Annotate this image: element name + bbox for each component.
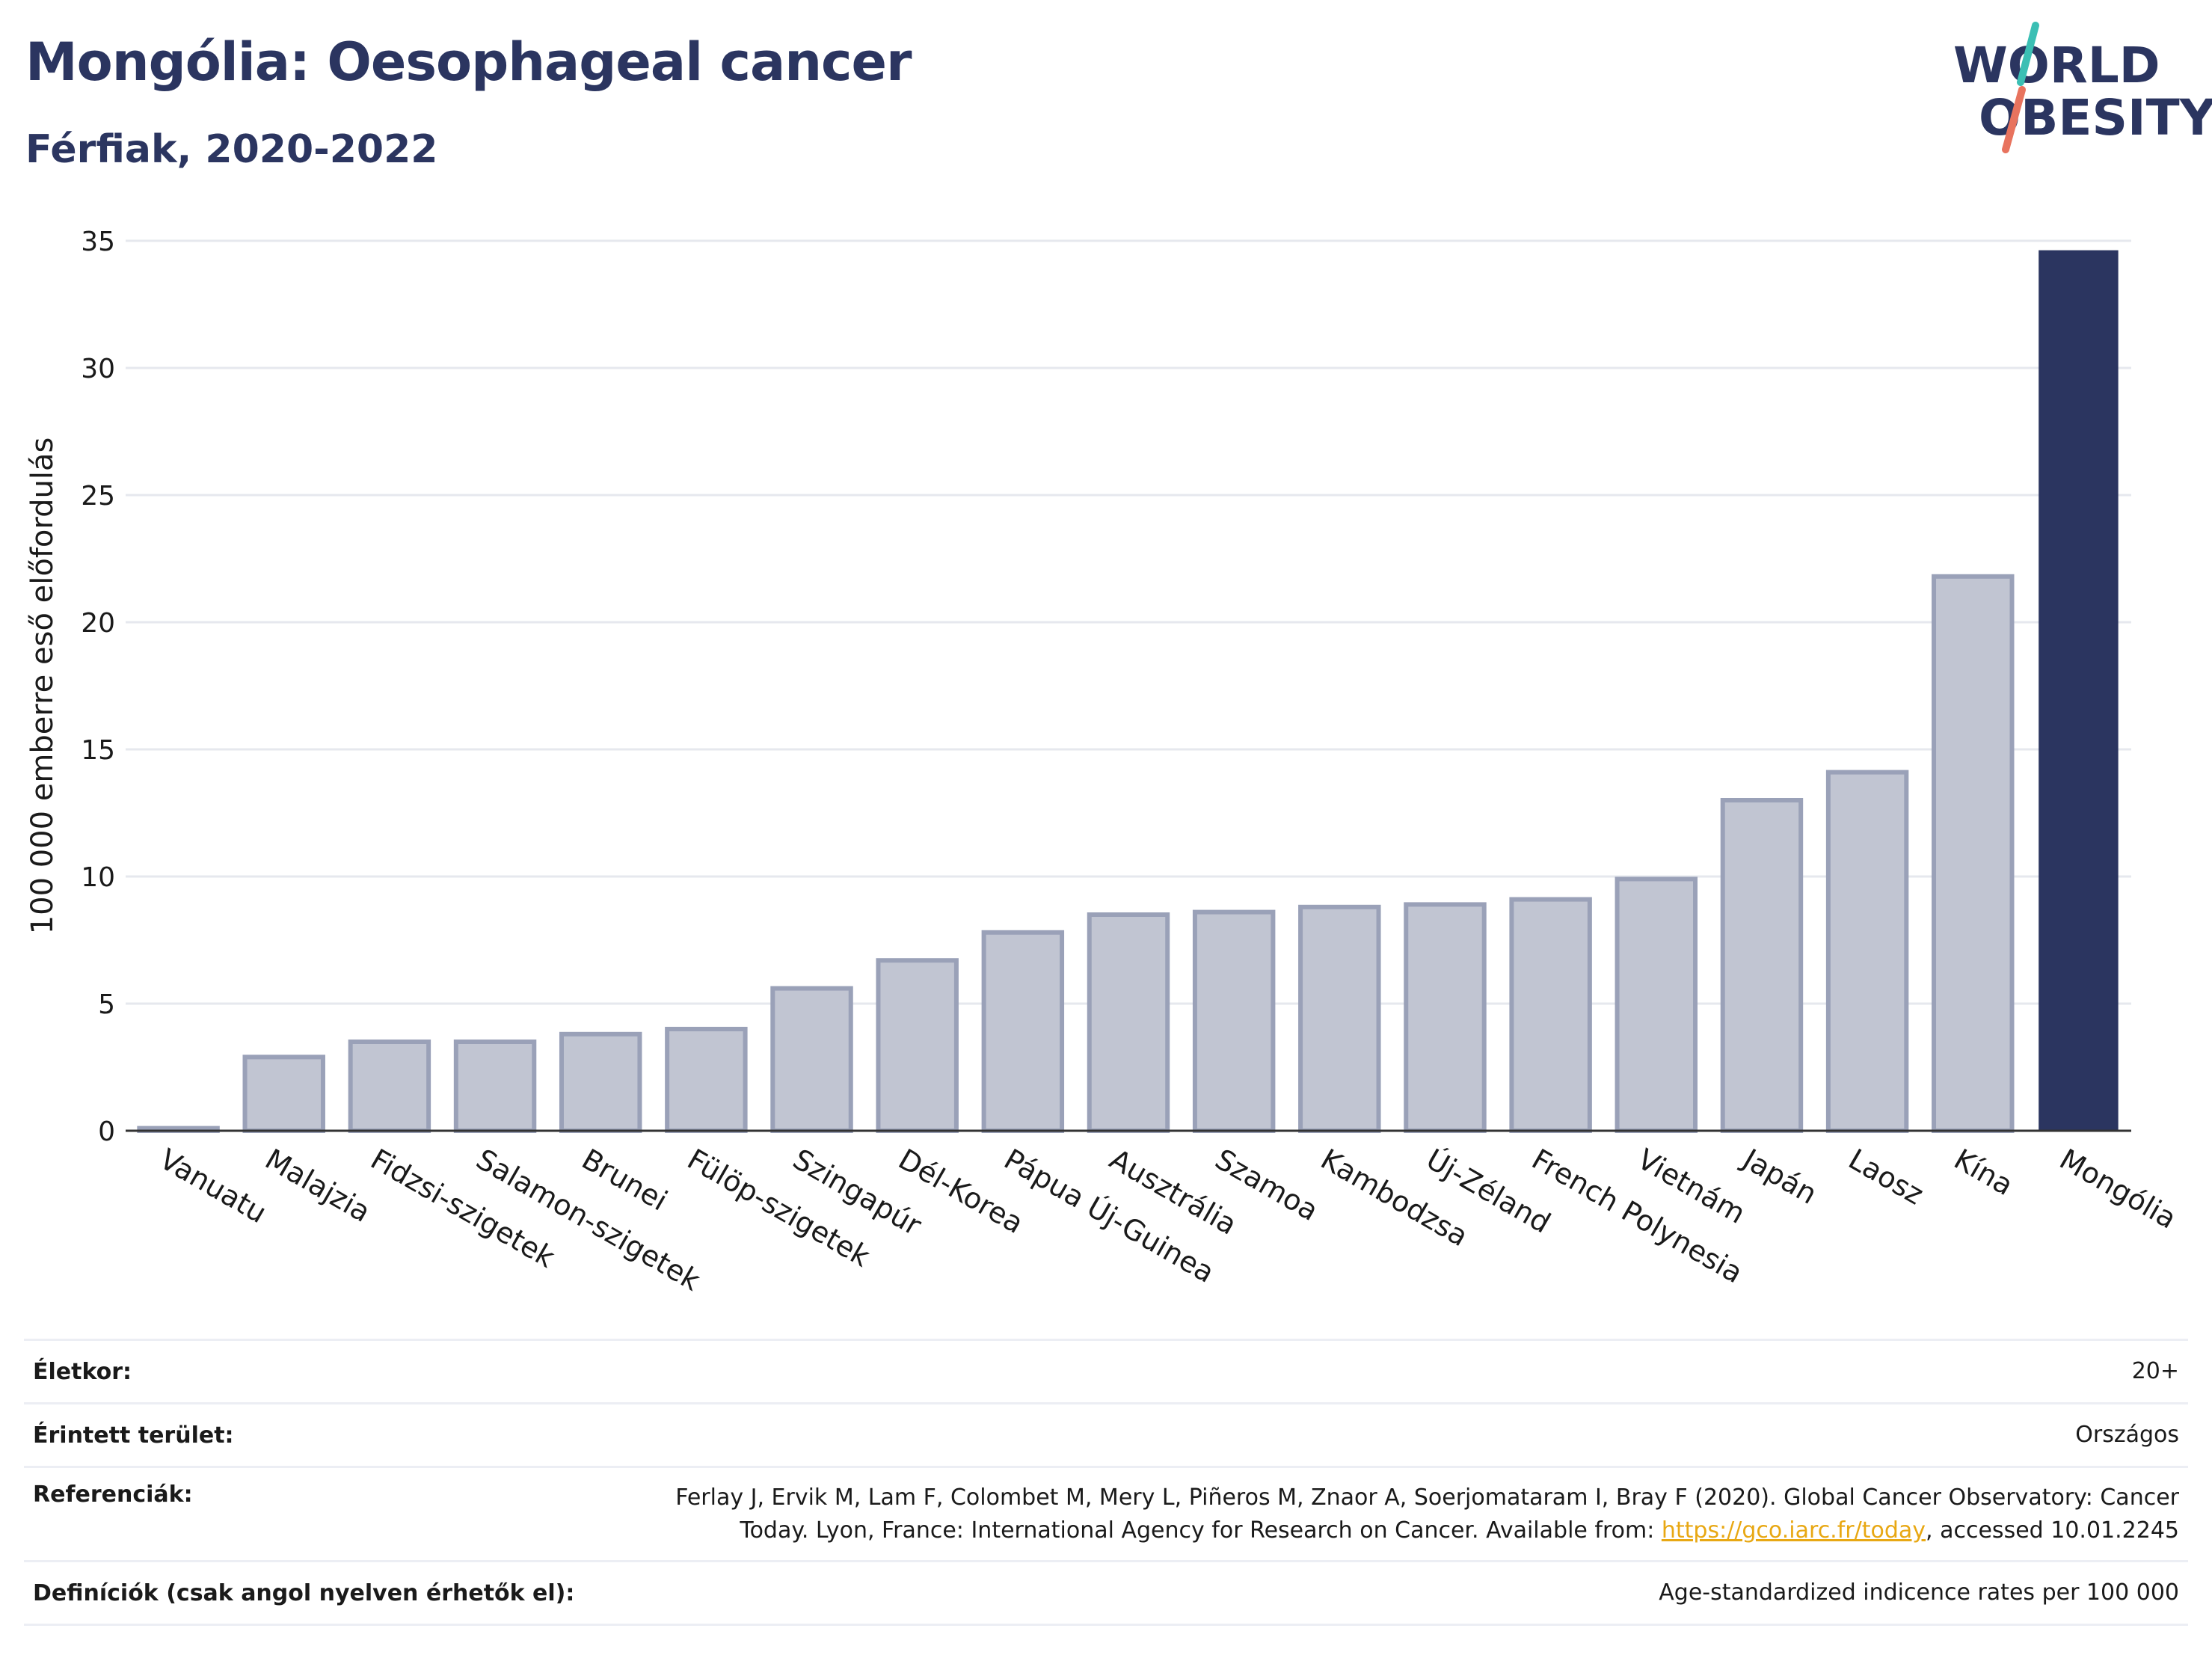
bar: [1720, 798, 1804, 1133]
x-tick-label: Malajzia: [259, 1143, 376, 1229]
reference-link[interactable]: https://gco.iarc.fr/today: [1661, 1517, 1926, 1544]
x-tick-label: Kína: [1949, 1143, 2019, 1203]
definitions-label: Definíciók (csak angol nyelven érhetők e…: [33, 1579, 575, 1606]
area-value: Országos: [2075, 1422, 2179, 1448]
world-obesity-logo: WORLD OBESITY: [1953, 22, 2212, 153]
info-table: Életkor: 20+ Érintett terület: Országos …: [24, 1339, 2188, 1626]
reference-line1: Ferlay J, Ervik M, Lam F, Colombet M, Me…: [675, 1484, 2179, 1511]
x-tick-label: Laosz: [1843, 1143, 1929, 1212]
chart-title: Mongólia: Oesophageal cancer: [25, 31, 912, 93]
reference-accessed: , accessed 10.01.2245: [1926, 1517, 2179, 1544]
y-tick-label: 5: [98, 989, 115, 1020]
age-value: 20+: [2131, 1358, 2179, 1384]
reference-line2-text: Today. Lyon, France: International Agenc…: [740, 1517, 1655, 1544]
y-tick-label: 20: [81, 608, 115, 639]
bar: [1825, 770, 1909, 1133]
bar-chart: 0 5 10 15 20 25 30 35 100 000 emberre eső előfor…: [25, 227, 2182, 1297]
x-tick-label: Fidzsi-szigetek: [365, 1143, 560, 1274]
bar: [770, 986, 853, 1133]
info-row-references: Referenciák: Ferlay J, Ervik M, Lam F, C…: [24, 1466, 2188, 1560]
logo-line1: WORLD: [1953, 37, 2160, 94]
bar: [1404, 902, 1487, 1134]
reference-line2: Today. Lyon, France: International Agenc…: [459, 1514, 2179, 1547]
area-label: Érintett terület:: [33, 1422, 234, 1449]
info-row-age: Életkor: 20+: [24, 1339, 2188, 1402]
definitions-value: Age-standardized indicence rates per 100…: [1659, 1579, 2179, 1606]
x-tick-label: Vanuatu: [154, 1143, 272, 1229]
y-axis-label: 100 000 emberre eső előfordulás: [25, 437, 60, 935]
bar: [1932, 574, 2015, 1133]
bar: [2039, 250, 2119, 1132]
x-tick-label: Mongólia: [2054, 1143, 2182, 1235]
bar: [242, 1054, 325, 1134]
bar: [1087, 912, 1170, 1133]
info-row-area: Érintett terület: Országos: [24, 1402, 2188, 1466]
y-tick-label: 35: [81, 227, 115, 257]
bar: [1192, 909, 1276, 1133]
y-tick-label: 15: [81, 735, 115, 766]
bar: [876, 958, 959, 1133]
y-tick-label: 25: [81, 481, 115, 512]
info-row-definitions: Definíciók (csak angol nyelven érhetők e…: [24, 1560, 2188, 1626]
bar: [348, 1040, 431, 1133]
y-tick-label: 30: [81, 354, 115, 384]
bar: [665, 1027, 748, 1133]
bar: [559, 1031, 642, 1134]
bar: [453, 1040, 537, 1133]
bar: [1298, 904, 1381, 1134]
bar: [1615, 876, 1698, 1134]
y-tick-label: 10: [81, 862, 115, 893]
bar: [1509, 897, 1592, 1133]
references-text: Ferlay J, Ervik M, Lam F, Colombet M, Me…: [459, 1481, 2179, 1547]
logo-slash-teal: [2017, 22, 2039, 86]
logo-slash-coral: [2002, 86, 2026, 153]
references-label: Referenciák:: [33, 1481, 193, 1508]
age-label: Életkor:: [33, 1358, 132, 1385]
bar: [981, 930, 1065, 1134]
y-tick-label: 0: [98, 1117, 115, 1147]
x-tick-label: Fülöp-szigetek: [682, 1143, 876, 1274]
chart-subtitle: Férfiak, 2020-2022: [25, 127, 438, 172]
